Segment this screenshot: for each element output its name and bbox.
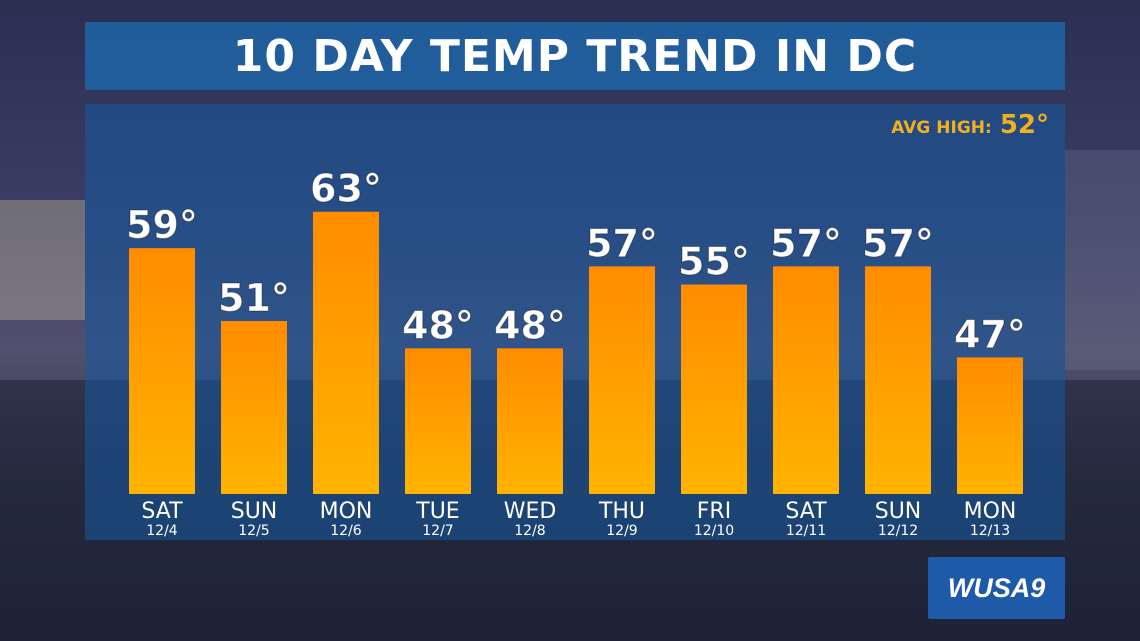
avg-high: AVG HIGH: 52°: [891, 110, 1049, 140]
bar-7: [773, 266, 839, 494]
value-label-6: 55°: [678, 240, 750, 284]
date-label-4: 12/8: [514, 523, 545, 539]
bar-5: [589, 266, 655, 494]
date-label-5: 12/9: [606, 523, 637, 539]
bar-3: [405, 348, 471, 494]
value-label-7: 57°: [770, 221, 842, 265]
value-label-0: 59°: [126, 203, 198, 247]
bar-6: [681, 284, 747, 494]
date-label-9: 12/13: [970, 523, 1010, 539]
day-label-9: MON: [964, 499, 1017, 524]
date-label-8: 12/12: [878, 523, 918, 539]
value-label-4: 48°: [494, 303, 566, 347]
avg-high-value: 52°: [999, 110, 1049, 140]
bar-0: [129, 248, 195, 494]
bar-8: [865, 266, 931, 494]
chart-title: 10 DAY TEMP TREND IN DC: [232, 30, 918, 82]
day-label-2: MON: [320, 499, 373, 524]
day-label-6: FRI: [697, 499, 731, 524]
value-label-2: 63°: [310, 167, 382, 211]
bar-2: [313, 211, 379, 494]
value-label-3: 48°: [402, 303, 474, 347]
station-logo: WUSA9: [928, 557, 1065, 619]
bar-9: [957, 357, 1023, 494]
value-label-8: 57°: [862, 221, 934, 265]
bar-4: [497, 348, 563, 494]
day-label-1: SUN: [231, 499, 278, 524]
day-label-7: SAT: [785, 499, 827, 524]
avg-high-label: AVG HIGH:: [891, 118, 992, 138]
date-label-7: 12/11: [786, 523, 826, 539]
value-label-9: 47°: [954, 312, 1026, 356]
bar-1: [221, 321, 287, 494]
date-label-6: 12/10: [694, 523, 734, 539]
chart-title-bar: 10 DAY TEMP TREND IN DC: [85, 22, 1065, 90]
date-label-0: 12/4: [146, 523, 178, 539]
day-label-4: WED: [504, 499, 557, 524]
date-label-1: 12/5: [238, 523, 269, 539]
date-label-2: 12/6: [330, 523, 362, 539]
value-label-5: 57°: [586, 221, 658, 265]
date-label-3: 12/7: [422, 523, 453, 539]
day-label-0: SAT: [141, 499, 183, 524]
day-label-3: TUE: [415, 499, 459, 524]
logo-text: WUSA9: [947, 572, 1046, 603]
day-label-8: SUN: [875, 499, 922, 524]
day-label-5: THU: [598, 499, 645, 524]
value-label-1: 51°: [218, 276, 290, 320]
